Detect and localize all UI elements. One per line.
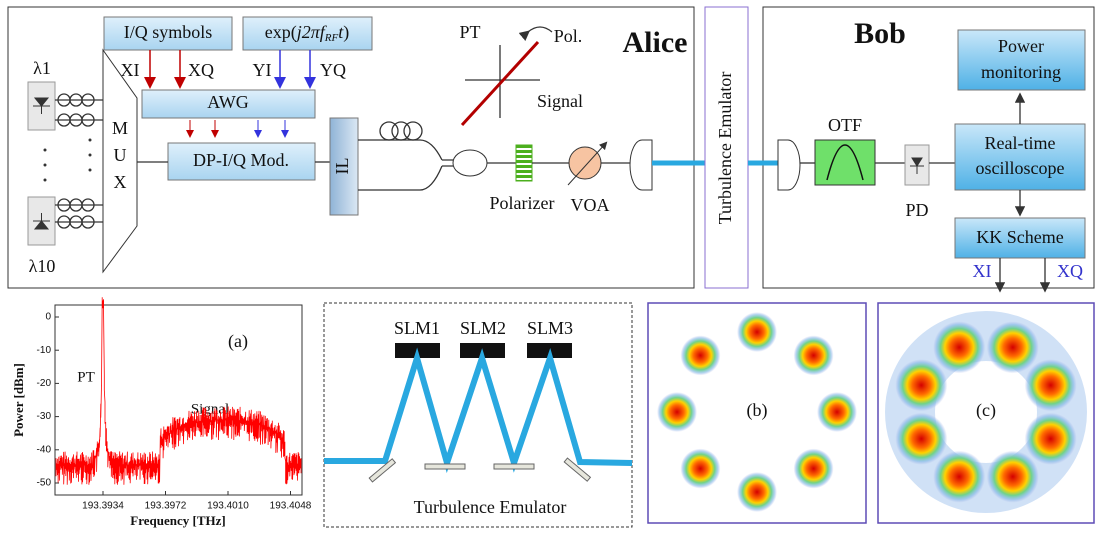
slm-label: SLM1 — [394, 318, 440, 338]
x-axis-label: Frequency [THz] — [130, 513, 225, 528]
shape-circle — [89, 139, 92, 142]
modulator-label: DP-I/Q Mod. — [193, 150, 289, 170]
shape-circle — [89, 154, 92, 157]
y-tick-label: -10 — [37, 345, 52, 356]
pol-label: Pol. — [554, 26, 583, 46]
rf-part: RF — [324, 32, 339, 44]
symbol-cloud — [895, 359, 947, 411]
input-label: XQ — [188, 60, 214, 80]
shape-circle — [404, 122, 422, 140]
symbol-cloud — [794, 335, 834, 375]
slm-label: SLM3 — [527, 318, 573, 338]
panel-label: (a) — [228, 331, 248, 352]
y-tick-label: -20 — [37, 378, 52, 389]
shape-circle — [89, 169, 92, 172]
signal-axis-label: Signal — [537, 91, 583, 111]
laser-label: λ1 — [33, 58, 51, 78]
mux-letter: M — [112, 118, 128, 138]
pd-label: PD — [905, 200, 928, 220]
y-tick-label: -40 — [37, 444, 52, 455]
slm-label: SLM2 — [460, 318, 506, 338]
shape-g — [369, 458, 590, 482]
symbol-cloud — [1025, 359, 1077, 411]
shape-rect — [516, 145, 532, 181]
il-label: IL — [332, 158, 352, 175]
panel-label: (c) — [976, 400, 996, 421]
input-label: YQ — [320, 60, 346, 80]
pt-axis-label: PT — [459, 22, 480, 42]
y-axis-label: Power [dBm] — [11, 363, 26, 437]
symbol-cloud — [817, 392, 857, 432]
symbol-cloud — [1025, 413, 1077, 465]
emulator-caption: Turbulence Emulator — [414, 497, 567, 517]
mux-letter: U — [114, 145, 127, 165]
rf-part: exp( — [265, 22, 297, 43]
shape-g — [44, 139, 92, 182]
shape-path — [528, 27, 552, 32]
shape-circle — [569, 147, 601, 179]
output-label: XI — [973, 261, 992, 281]
shape-path — [778, 140, 800, 190]
shape-g — [380, 122, 422, 140]
symbol-cloud — [933, 321, 985, 373]
shape-rect — [494, 464, 534, 469]
symbol-cloud — [737, 472, 777, 512]
scope-label: oscilloscope — [976, 158, 1065, 178]
channel-label: Turbulence Emulator — [715, 72, 735, 225]
bob-title: Bob — [854, 17, 906, 50]
y-tick-label: -30 — [37, 411, 52, 422]
shape-polyline — [324, 358, 632, 463]
symbol-cloud — [680, 335, 720, 375]
power-label: Power — [998, 36, 1044, 56]
y-tick-label: 0 — [45, 312, 51, 323]
voa-label: VOA — [571, 195, 610, 215]
laser-label: λ10 — [29, 256, 56, 276]
polarizer-label: Polarizer — [490, 193, 555, 213]
symbol-cloud — [933, 451, 985, 503]
shape-rect — [815, 140, 875, 185]
symbol-cloud — [737, 312, 777, 352]
figure: Alice I/Q symbols exp(j2πfRFt) XI XQ YI … — [0, 0, 1101, 533]
shape-g — [55, 94, 103, 228]
symbol-cloud — [794, 449, 834, 489]
x-tick-label: 193.4010 — [207, 501, 249, 512]
scope-label: Real-time — [985, 133, 1056, 153]
mux-letter: X — [114, 172, 127, 192]
shape-path — [630, 140, 652, 190]
output-label: XQ — [1057, 261, 1083, 281]
shape-circle — [44, 149, 47, 152]
otf-label: OTF — [828, 115, 862, 135]
spectrum-panel: Power [dBm] Frequency [THz] (a) PT Signa… — [11, 297, 312, 528]
y-tick-label: -50 — [37, 478, 52, 489]
iq-label: I/Q symbols — [124, 22, 213, 42]
x-tick-label: 193.3934 — [82, 501, 124, 512]
symbol-cloud — [657, 392, 697, 432]
symbol-cloud — [987, 321, 1039, 373]
shape-circle — [44, 164, 47, 167]
shape-rect — [425, 464, 465, 469]
input-label: YI — [253, 60, 272, 80]
shape-ellipse — [453, 150, 487, 176]
awg-label: AWG — [207, 92, 249, 112]
input-label: XI — [121, 60, 140, 80]
shape-path — [358, 140, 455, 190]
panel-label: (b) — [747, 400, 768, 421]
kk-label: KK Scheme — [976, 227, 1063, 247]
symbol-cloud — [987, 451, 1039, 503]
x-tick-label: 193.3972 — [145, 501, 187, 512]
x-tick-label: 193.4048 — [270, 501, 312, 512]
pt-annotation: PT — [77, 369, 95, 385]
symbol-cloud — [680, 449, 720, 489]
rf-part: ) — [343, 22, 349, 43]
rf-part: j2π — [295, 22, 321, 42]
symbol-cloud — [895, 413, 947, 465]
alice-title: Alice — [623, 26, 688, 59]
shape-circle — [44, 179, 47, 182]
power-label: monitoring — [981, 62, 1061, 82]
